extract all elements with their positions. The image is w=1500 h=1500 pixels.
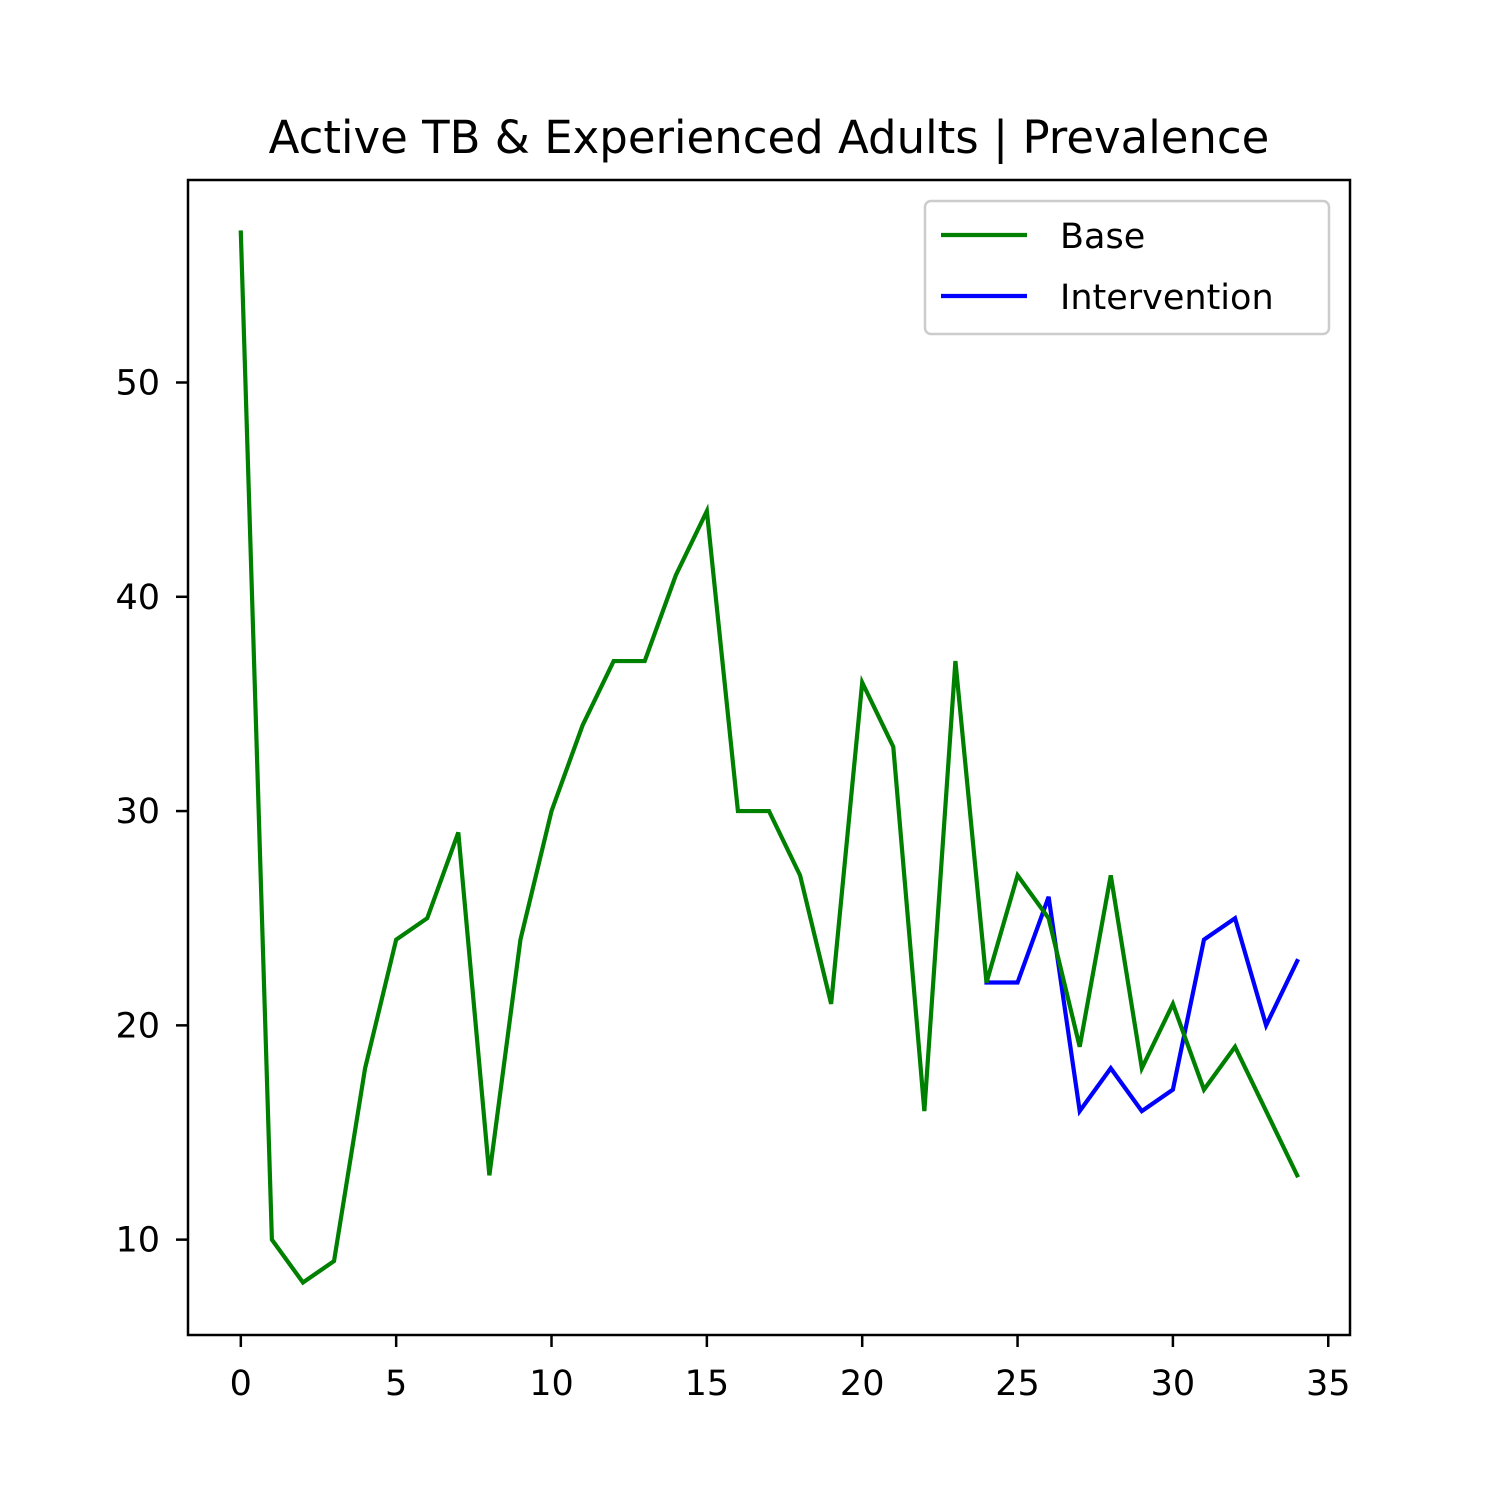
y-tick-label: 10: [115, 1221, 160, 1261]
x-tick-label: 25: [995, 1364, 1040, 1404]
x-tick-label: 10: [529, 1364, 574, 1404]
y-tick-label: 20: [115, 1006, 160, 1046]
x-tick-label: 35: [1306, 1364, 1351, 1404]
legend: Base Intervention: [923, 199, 1331, 336]
y-tick-label: 50: [115, 364, 160, 404]
x-tick-label: 15: [685, 1364, 730, 1404]
series-line-base: [238, 230, 1300, 1286]
x-tick-label: 0: [230, 1364, 252, 1404]
plot-frame: [186, 178, 1352, 1337]
x-tick-label: 5: [385, 1364, 407, 1404]
x-tick-label: 30: [1151, 1364, 1196, 1404]
y-tick-label: 30: [115, 792, 160, 832]
chart-title: Active TB & Experienced Adults | Prevale…: [269, 111, 1270, 164]
x-tick-label: 20: [840, 1364, 885, 1404]
legend-label-intervention: Intervention: [1060, 278, 1274, 318]
series-layer: [238, 230, 1300, 1286]
y-tick-label: 40: [115, 578, 160, 618]
legend-label-base: Base: [1060, 217, 1145, 257]
series-line-intervention: [984, 896, 1300, 1117]
ticks-layer: 0 5 10 15 20 25 30 35 10 20 30 40 50: [115, 364, 1350, 1405]
